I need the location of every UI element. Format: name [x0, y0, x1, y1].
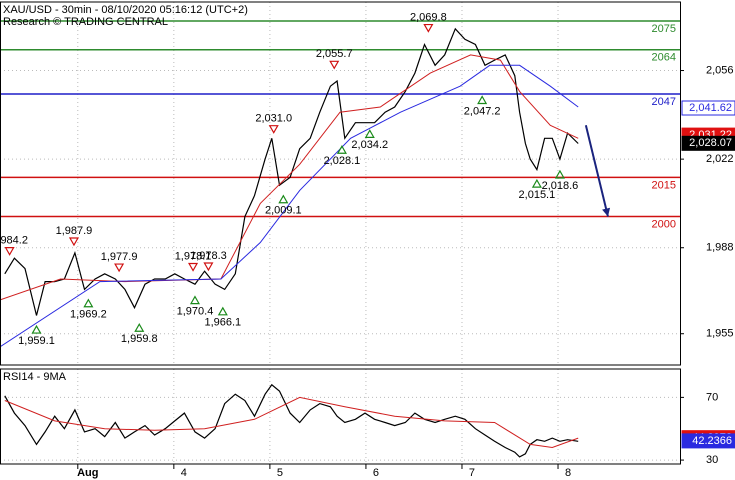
pivot-marker — [278, 194, 289, 204]
pivot-label: 1,959.8 — [121, 333, 158, 345]
pivot-label: 2,034.2 — [351, 139, 388, 151]
panel-subtitle: Research © TRADING CENTRAL — [3, 16, 168, 28]
pivot-label: 2,018.6 — [542, 180, 579, 192]
series-line — [4, 383, 579, 458]
level-label: 2000 — [652, 218, 676, 230]
arrow-head — [602, 207, 611, 217]
pivot-label: 2,028.1 — [324, 155, 361, 167]
panel-title: XAU/USD - 30min - 08/10/2020 05:16:12 (U… — [3, 4, 248, 16]
pivot-marker — [4, 247, 15, 256]
pivot-marker — [68, 237, 79, 247]
price-tag — [681, 100, 735, 116]
pivot-label: 2,055.7 — [316, 48, 353, 60]
pivot-marker — [554, 169, 565, 179]
y-tick-label: 2,022 — [706, 153, 734, 165]
y-tick-label: 1,955 — [706, 328, 734, 340]
price-tag-label: 2,041.62 — [689, 102, 732, 114]
price-tag-label: 2,028.07 — [689, 137, 732, 149]
pivot-marker — [83, 298, 94, 308]
series-line — [4, 396, 579, 449]
x-tick-label: 6 — [373, 467, 379, 479]
x-tick-label: 5 — [277, 467, 283, 479]
x-tick-label: 7 — [469, 467, 475, 479]
pivot-label: 1,977.9 — [101, 251, 138, 263]
pivot-label: 2,031.0 — [255, 113, 292, 125]
pivot-marker — [203, 262, 214, 272]
pivot-label: 1,969.2 — [70, 309, 107, 321]
pivot-marker — [134, 323, 145, 332]
y-tick-label: 70 — [706, 391, 718, 403]
price-tag — [681, 135, 735, 151]
pivot-label: 1,970.4 — [177, 306, 214, 318]
pivot-marker — [268, 125, 279, 134]
pivot-label: 1,984.2 — [0, 235, 28, 247]
pivot-marker — [31, 324, 42, 334]
level-label: 2064 — [652, 52, 676, 64]
pivot-marker — [329, 60, 340, 70]
pivot-label: 1,959.1 — [18, 335, 55, 347]
pivot-label: 1,987.9 — [56, 225, 93, 237]
x-tick-label: 8 — [565, 467, 571, 479]
level-label: 2047 — [652, 96, 676, 108]
price-tag — [681, 433, 735, 449]
y-tick-label: 30 — [706, 454, 718, 466]
y-tick-label: 1,988 — [706, 242, 734, 254]
pivot-marker — [531, 178, 542, 188]
pivot-label: 2,009.1 — [265, 205, 302, 217]
forecast-arrow — [584, 125, 609, 217]
level-label: 2075 — [652, 23, 676, 35]
pivot-marker — [188, 262, 199, 272]
pivot-marker — [336, 145, 347, 154]
pivot-marker — [189, 295, 201, 305]
pivot-label: 2,015.1 — [519, 189, 556, 201]
pivot-label: 2,047.2 — [464, 105, 501, 117]
panel-frame — [0, 368, 681, 465]
pivot-marker — [114, 263, 125, 273]
series-line — [0, 64, 579, 348]
y-tick-label: 2,056 — [706, 64, 734, 76]
level-label: 2015 — [652, 179, 676, 191]
panel-title: RSI14 - 9MA — [3, 371, 67, 383]
pivot-marker — [217, 306, 228, 316]
x-tick-label: Aug — [77, 467, 98, 479]
pivot-label: 1,966.1 — [204, 317, 241, 329]
pivot-marker — [423, 23, 434, 33]
pivot-label: 1,978.1 — [175, 250, 212, 262]
pivot-marker — [364, 129, 375, 138]
pivot-marker — [477, 95, 488, 105]
pivot-label: 1,978.3 — [190, 250, 227, 262]
series-line — [4, 27, 579, 316]
price-tag-label: 42.2366 — [692, 435, 732, 447]
panel-frame — [0, 1, 681, 366]
pivot-label: 2,069.8 — [410, 11, 447, 23]
x-tick-label: 4 — [181, 467, 187, 479]
